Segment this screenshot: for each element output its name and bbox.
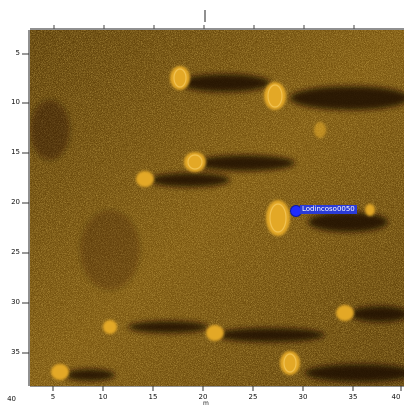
y-tick-label: 20 <box>11 198 20 206</box>
x-tick-label: 5 <box>50 393 56 401</box>
y-tick-label: 35 <box>11 348 20 356</box>
sonar-image <box>30 30 404 386</box>
x-axis-unit-label: m <box>203 400 209 407</box>
acoustic-shadows <box>30 74 404 382</box>
left-ruler <box>22 30 30 386</box>
x-tick-label: 35 <box>348 393 358 401</box>
x-tick-label: 25 <box>248 393 258 401</box>
y-tick-label: 15 <box>11 148 20 156</box>
x-tick-label: 40 <box>391 393 401 401</box>
x-tick-label: 20 <box>198 393 208 401</box>
x-tick-label: 10 <box>98 393 108 401</box>
y-tick-label: 5 <box>15 49 20 57</box>
y-tick-label: 40 <box>7 395 16 403</box>
waypoint-label[interactable]: Lodincoso0050 <box>300 205 357 214</box>
y-tick-label: 30 <box>11 298 20 306</box>
bottom-ruler <box>30 386 404 391</box>
y-tick-label: 10 <box>11 98 20 106</box>
top-ruler <box>30 10 404 30</box>
x-tick-label: 15 <box>148 393 158 401</box>
x-tick-label: 30 <box>298 393 308 401</box>
y-tick-label: 25 <box>11 248 20 256</box>
target-rings <box>173 68 297 373</box>
